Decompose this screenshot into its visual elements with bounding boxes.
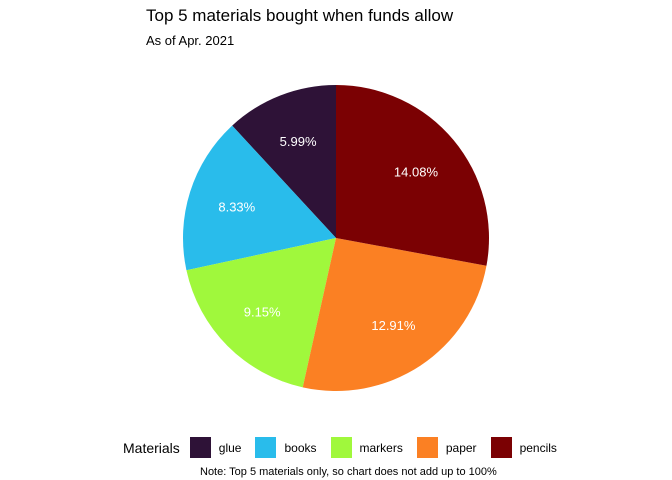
slice-label-glue: 5.99%	[280, 134, 317, 149]
pie-slice-markers	[186, 238, 336, 388]
legend-items: glue books markers paper pencils	[189, 437, 571, 458]
legend-swatch-glue	[189, 437, 211, 458]
pie-chart: 5.99% 8.33% 9.15% 12.91% 14.08%	[183, 85, 489, 391]
chart-title: Top 5 materials bought when funds allow	[146, 6, 454, 25]
legend-swatch-markers	[330, 437, 352, 458]
legend-item-glue: glue	[189, 437, 242, 458]
slice-label-pencils: 14.08%	[394, 164, 439, 179]
chart-subtitle: As of Apr. 2021	[146, 33, 235, 48]
chart-note: Note: Top 5 materials only, so chart doe…	[200, 466, 497, 478]
legend-label-pencils: pencils	[519, 440, 557, 455]
pie-slice-books	[183, 125, 336, 271]
legend-swatch-pencils	[490, 437, 512, 458]
legend-label-glue: glue	[218, 440, 242, 455]
legend: Materials glue books markers paper pencils	[123, 437, 571, 458]
legend-label-markers: markers	[359, 440, 403, 455]
legend-item-markers: markers	[330, 437, 403, 458]
legend-label-paper: paper	[445, 440, 477, 455]
slice-label-markers: 9.15%	[244, 304, 281, 319]
slice-label-books: 8.33%	[218, 200, 255, 215]
pie-slice-pencils	[336, 85, 489, 266]
legend-item-pencils: pencils	[490, 437, 557, 458]
legend-swatch-paper	[416, 437, 438, 458]
slice-label-paper: 12.91%	[371, 318, 416, 333]
pie-slice-glue	[232, 85, 336, 238]
pie-slice-paper	[302, 238, 487, 391]
legend-item-books: books	[255, 437, 317, 458]
legend-label-books: books	[284, 440, 317, 455]
legend-swatch-books	[255, 437, 277, 458]
legend-title: Materials	[123, 439, 180, 456]
legend-item-paper: paper	[416, 437, 477, 458]
